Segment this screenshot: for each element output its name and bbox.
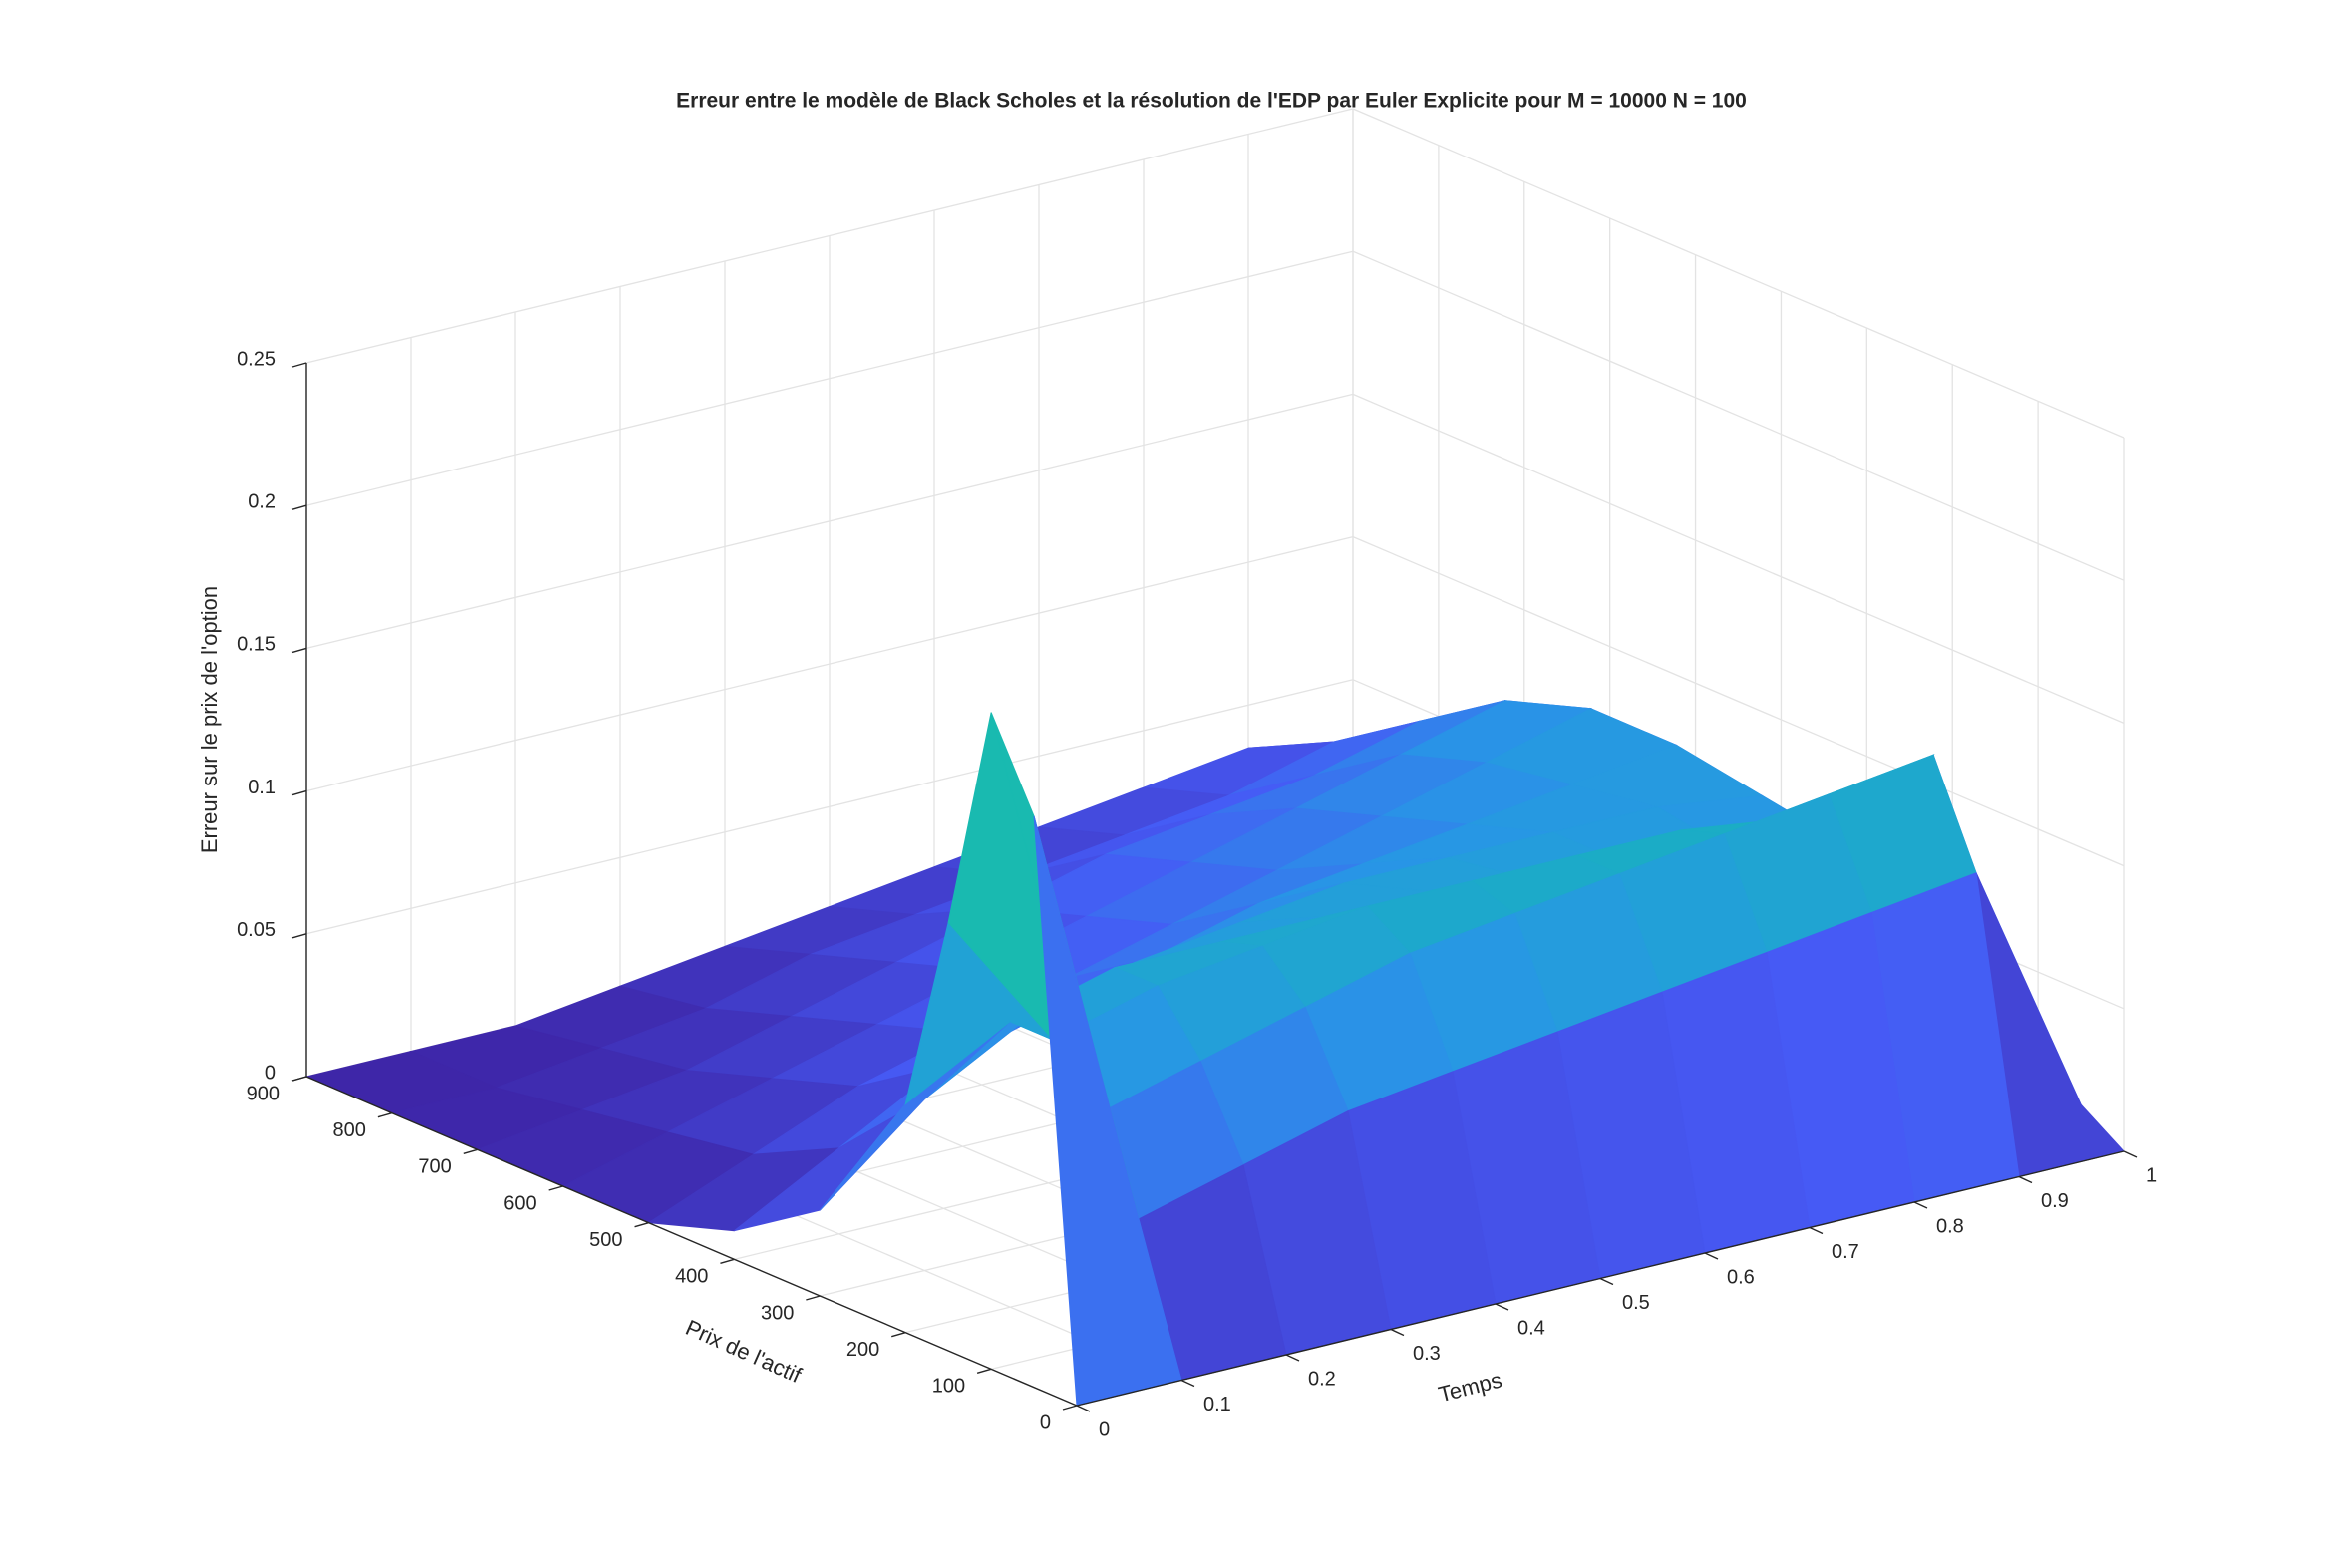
y-tick-label: 600 [503, 1192, 536, 1214]
grid-line [1352, 536, 2125, 867]
grid-line [1352, 108, 2125, 439]
tick-mark [1180, 1379, 1195, 1388]
tick-mark [377, 1111, 393, 1118]
z-axis-label: Erreur sur le prix de l'option [197, 586, 222, 853]
y-tick-label: 800 [333, 1119, 366, 1141]
grid-line [1352, 393, 2125, 724]
x-tick-label: 0.2 [1308, 1368, 1336, 1390]
tick-mark [1704, 1252, 1719, 1260]
tick-mark [291, 933, 307, 939]
z-tick-label: 0 [265, 1062, 276, 1084]
z-tick-label: 0.2 [248, 490, 276, 512]
tick-mark [1285, 1354, 1300, 1362]
tick-mark [891, 1331, 906, 1338]
x-tick-label: 0.9 [2041, 1190, 2069, 1212]
y-tick-label: 0 [1040, 1411, 1051, 1433]
y-tick-label: 900 [247, 1083, 280, 1104]
x-tick-label: 0.1 [1203, 1394, 1231, 1415]
y-tick-label: 700 [418, 1156, 451, 1178]
tick-mark [2123, 1150, 2138, 1158]
tick-mark [2018, 1175, 2033, 1184]
tick-mark [1390, 1328, 1405, 1337]
tick-mark [634, 1221, 649, 1228]
tick-mark [1913, 1201, 1928, 1209]
y-tick-label: 400 [675, 1266, 708, 1288]
z-tick-label: 0.1 [248, 777, 276, 798]
tick-mark [720, 1258, 735, 1265]
y-axis-label: Prix de l'actif [682, 1315, 806, 1389]
x-tick-label: 0.3 [1413, 1343, 1441, 1365]
x-tick-label: 0.8 [1936, 1215, 1964, 1237]
tick-mark [548, 1185, 563, 1191]
y-tick-label: 500 [589, 1229, 622, 1251]
x-tick-label: 0.6 [1727, 1266, 1755, 1288]
x-axis-label: Temps [1436, 1367, 1504, 1407]
y-tick-label: 300 [761, 1302, 794, 1324]
chart-title: Erreur entre le modèle de Black Scholes … [676, 90, 1747, 113]
grid-line [1352, 250, 2125, 581]
y-tick-label: 100 [932, 1376, 965, 1398]
tick-mark [1076, 1405, 1091, 1412]
tick-mark [1495, 1303, 1509, 1311]
z-tick-label: 0.15 [237, 634, 276, 656]
tick-mark [291, 1076, 307, 1082]
y-tick-label: 200 [846, 1339, 879, 1361]
x-tick-label: 0.5 [1622, 1292, 1650, 1314]
z-tick-label: 0.25 [237, 348, 276, 370]
tick-mark [1599, 1277, 1614, 1286]
tick-mark [291, 647, 307, 654]
tick-mark [976, 1368, 992, 1375]
tick-mark [1062, 1405, 1078, 1411]
tick-mark [1809, 1226, 1824, 1235]
tick-mark [291, 362, 307, 368]
tick-mark [291, 789, 307, 796]
z-tick-label: 0.05 [237, 919, 276, 941]
y-axis [305, 1076, 1078, 1407]
x-tick-label: 0 [1099, 1418, 1110, 1440]
tick-mark [463, 1148, 478, 1155]
x-tick-label: 1 [2146, 1164, 2157, 1186]
x-tick-label: 0.7 [1832, 1241, 1859, 1263]
tick-mark [291, 504, 307, 510]
tick-mark [806, 1295, 821, 1301]
x-tick-label: 0.4 [1517, 1317, 1545, 1339]
